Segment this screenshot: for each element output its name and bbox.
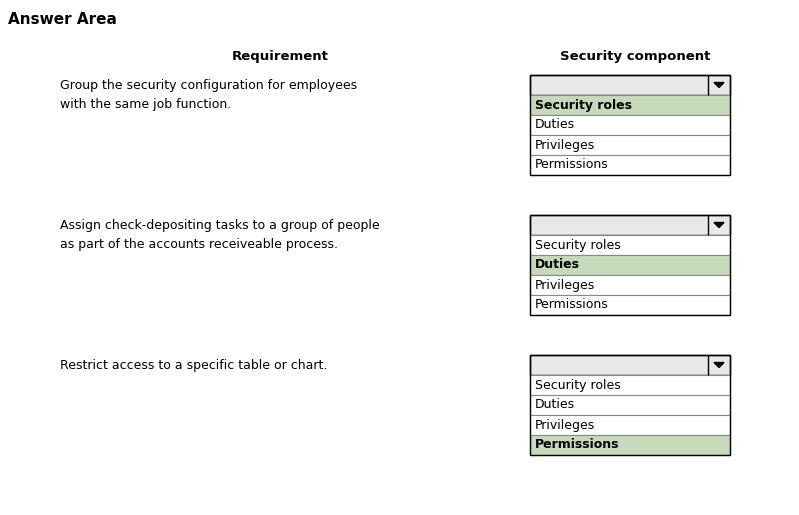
- Text: Duties: Duties: [535, 118, 575, 131]
- Text: Permissions: Permissions: [535, 438, 619, 452]
- Bar: [530, 435, 730, 455]
- Polygon shape: [714, 222, 724, 228]
- Bar: [530, 355, 730, 455]
- Bar: [530, 295, 730, 315]
- Polygon shape: [714, 363, 724, 368]
- Bar: [530, 115, 730, 135]
- Text: Assign check-depositing tasks to a group of people
as part of the accounts recei: Assign check-depositing tasks to a group…: [60, 219, 380, 251]
- Bar: [530, 75, 730, 95]
- Text: Security roles: Security roles: [535, 379, 621, 391]
- Bar: [530, 395, 730, 415]
- Bar: [530, 95, 730, 115]
- Bar: [530, 355, 730, 375]
- Bar: [530, 235, 730, 255]
- Text: Privileges: Privileges: [535, 139, 595, 151]
- Text: Answer Area: Answer Area: [8, 12, 117, 27]
- Bar: [530, 255, 730, 275]
- Bar: [530, 75, 730, 175]
- Bar: [530, 275, 730, 295]
- Bar: [530, 215, 730, 235]
- Text: Security component: Security component: [560, 50, 710, 63]
- Bar: [530, 415, 730, 435]
- Text: Requirement: Requirement: [232, 50, 328, 63]
- Polygon shape: [714, 82, 724, 88]
- Text: Privileges: Privileges: [535, 419, 595, 432]
- Text: Restrict access to a specific table or chart.: Restrict access to a specific table or c…: [60, 359, 328, 372]
- Text: Security roles: Security roles: [535, 98, 632, 112]
- Text: Security roles: Security roles: [535, 238, 621, 251]
- Text: Permissions: Permissions: [535, 159, 609, 171]
- Text: Group the security configuration for employees
with the same job function.: Group the security configuration for emp…: [60, 79, 357, 111]
- Text: Duties: Duties: [535, 259, 580, 271]
- Bar: [530, 215, 730, 315]
- Text: Privileges: Privileges: [535, 279, 595, 291]
- Text: Duties: Duties: [535, 399, 575, 411]
- Bar: [530, 155, 730, 175]
- Text: Permissions: Permissions: [535, 299, 609, 312]
- Bar: [530, 135, 730, 155]
- Bar: [530, 375, 730, 395]
